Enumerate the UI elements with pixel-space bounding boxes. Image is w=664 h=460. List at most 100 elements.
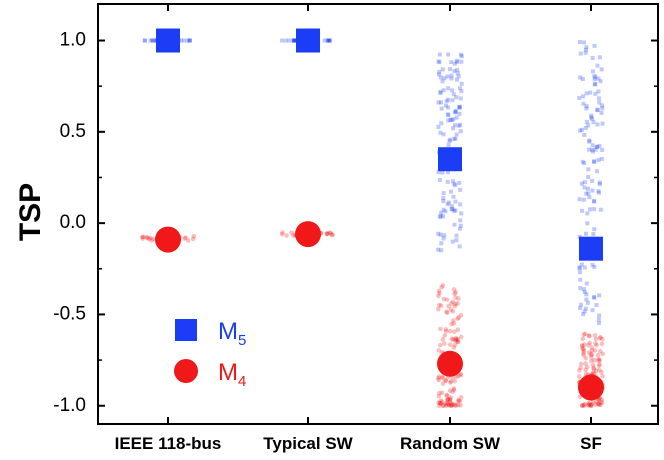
jitter-point-m4 bbox=[436, 302, 442, 308]
jitter-point-m4 bbox=[284, 233, 289, 238]
jitter-point-m5 bbox=[578, 51, 583, 56]
jitter-point-m5 bbox=[593, 82, 598, 87]
jitter-point-m5 bbox=[181, 38, 186, 43]
jitter-point-m4 bbox=[451, 386, 457, 391]
jitter-point-m4 bbox=[453, 335, 459, 341]
jitter-point-m4 bbox=[452, 303, 458, 309]
jitter-point-m5 bbox=[439, 100, 444, 105]
jitter-point-m4 bbox=[453, 295, 458, 300]
mean-marker-m4 bbox=[437, 350, 463, 377]
jitter-point-m4 bbox=[446, 402, 451, 407]
jitter-point-m5 bbox=[449, 73, 454, 78]
jitter-point-m4 bbox=[439, 390, 445, 396]
jitter-point-m5 bbox=[592, 82, 597, 87]
jitter-point-m4 bbox=[579, 343, 585, 348]
jitter-point-m5 bbox=[445, 74, 450, 79]
jitter-point-m4 bbox=[440, 374, 445, 380]
jitter-point-m4 bbox=[455, 402, 461, 408]
jitter-point-m4 bbox=[325, 231, 331, 237]
jitter-point-m5 bbox=[446, 142, 451, 147]
jitter-point-m4 bbox=[444, 393, 450, 399]
jitter-point-m4 bbox=[598, 400, 604, 405]
x-category-label: SF bbox=[580, 434, 602, 453]
jitter-point-m4 bbox=[598, 335, 603, 340]
jitter-point-m4 bbox=[444, 310, 450, 316]
jitter-point-m5 bbox=[586, 175, 591, 180]
jitter-point-m5 bbox=[293, 38, 298, 43]
jitter-point-m5 bbox=[438, 75, 443, 80]
jitter-point-m5 bbox=[152, 38, 157, 43]
jitter-point-m4 bbox=[594, 399, 600, 405]
jitter-point-m4 bbox=[592, 348, 598, 353]
jitter-point-m5 bbox=[292, 38, 297, 43]
jitter-point-m5 bbox=[451, 92, 456, 97]
jitter-point-m4 bbox=[140, 234, 146, 240]
jitter-point-m4 bbox=[589, 352, 595, 358]
jitter-point-m4 bbox=[448, 380, 453, 385]
jitter-point-m4 bbox=[440, 403, 446, 408]
jitter-point-m5 bbox=[586, 186, 591, 191]
jitter-point-m5 bbox=[322, 38, 327, 43]
jitter-point-m4 bbox=[439, 399, 445, 405]
jitter-point-m4 bbox=[455, 340, 461, 345]
jitter-point-m4 bbox=[448, 403, 453, 409]
jitter-point-m5 bbox=[438, 89, 443, 94]
x-category-label: Random SW bbox=[400, 434, 501, 453]
jitter-point-m5 bbox=[600, 121, 605, 126]
jitter-point-m5 bbox=[590, 69, 595, 74]
jitter-point-m4 bbox=[440, 337, 446, 342]
jitter-point-m5 bbox=[454, 60, 459, 65]
jitter-point-m5 bbox=[577, 197, 582, 202]
jitter-point-m4 bbox=[579, 403, 585, 408]
jitter-point-m4 bbox=[442, 333, 448, 338]
jitter-point-m4 bbox=[587, 333, 592, 339]
jitter-point-m4 bbox=[450, 389, 456, 395]
jitter-point-m4 bbox=[437, 342, 443, 348]
jitter-point-m4 bbox=[596, 401, 602, 406]
jitter-point-m4 bbox=[435, 375, 441, 381]
jitter-point-m5 bbox=[590, 178, 595, 183]
jitter-point-m4 bbox=[583, 367, 589, 373]
jitter-point-m5 bbox=[440, 67, 445, 72]
jitter-point-m5 bbox=[597, 321, 602, 326]
jitter-point-m5 bbox=[436, 231, 441, 236]
jitter-point-m5 bbox=[595, 107, 600, 112]
jitter-point-m4 bbox=[590, 399, 596, 405]
jitter-point-m4 bbox=[455, 301, 460, 306]
jitter-point-m4 bbox=[436, 374, 442, 379]
jitter-point-m5 bbox=[597, 182, 602, 187]
jitter-point-m5 bbox=[441, 88, 446, 93]
jitter-point-m5 bbox=[437, 60, 442, 65]
jitter-point-m4 bbox=[581, 352, 586, 358]
jitter-point-m5 bbox=[458, 122, 463, 127]
jitter-point-m5 bbox=[580, 77, 585, 82]
jitter-point-m5 bbox=[448, 137, 453, 142]
jitter-point-m4 bbox=[439, 285, 444, 290]
jitter-point-m5 bbox=[590, 116, 595, 121]
jitter-point-m4 bbox=[144, 234, 149, 240]
jitter-point-m4 bbox=[579, 403, 585, 408]
jitter-point-m4 bbox=[450, 401, 455, 407]
jitter-point-m4 bbox=[455, 336, 460, 342]
jitter-point-m5 bbox=[142, 38, 147, 43]
jitter-point-m5 bbox=[582, 185, 587, 190]
jitter-point-m4 bbox=[589, 348, 595, 353]
jitter-point-m5 bbox=[448, 67, 453, 72]
y-tick-label: -1.0 bbox=[53, 395, 86, 416]
jitter-point-m5 bbox=[458, 96, 463, 101]
jitter-point-m4 bbox=[442, 401, 448, 406]
jitter-point-m5 bbox=[436, 247, 441, 252]
jitter-point-m4 bbox=[458, 395, 464, 400]
jitter-point-m4 bbox=[443, 378, 449, 384]
jitter-point-m5 bbox=[459, 59, 464, 64]
jitter-point-m4 bbox=[440, 381, 446, 386]
jitter-point-m5 bbox=[584, 45, 589, 50]
jitter-point-m5 bbox=[453, 108, 458, 113]
jitter-point-m5 bbox=[598, 207, 603, 212]
jitter-point-m5 bbox=[582, 132, 587, 137]
jitter-point-m5 bbox=[578, 128, 583, 133]
jitter-point-m5 bbox=[454, 115, 459, 120]
jitter-point-m4 bbox=[590, 370, 596, 376]
jitter-point-m5 bbox=[454, 238, 459, 243]
jitter-point-m4 bbox=[595, 352, 601, 358]
